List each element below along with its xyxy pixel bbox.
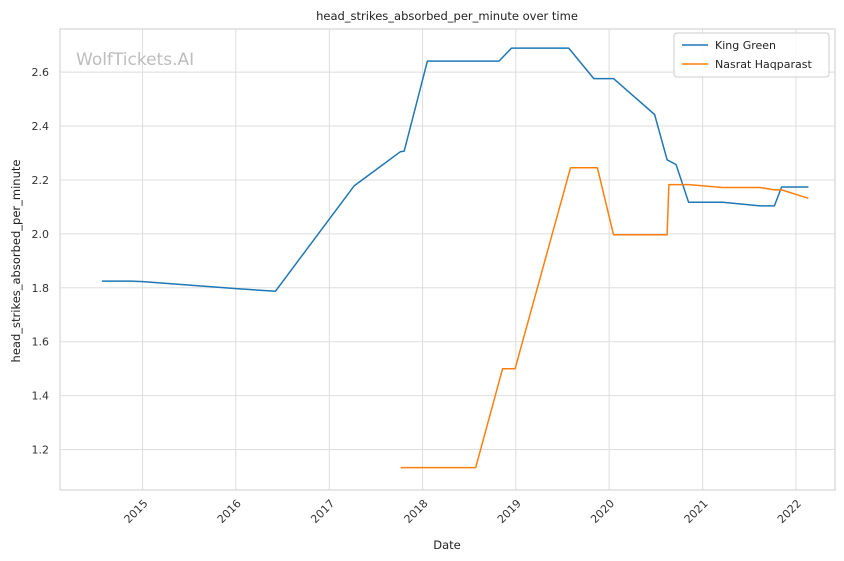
y-tick-label: 1.4 bbox=[32, 390, 50, 403]
x-tick-label: 2018 bbox=[402, 497, 431, 526]
y-axis-label: head_strikes_absorbed_per_minute bbox=[9, 160, 23, 363]
plot-area bbox=[59, 28, 836, 491]
legend-box bbox=[673, 32, 830, 78]
grid-lines bbox=[60, 29, 835, 490]
y-tick-label: 1.2 bbox=[32, 444, 50, 457]
series-line-nasrat-haqparast bbox=[400, 167, 809, 469]
x-tick-label: 2017 bbox=[308, 497, 337, 526]
y-tick-label: 2.4 bbox=[32, 120, 50, 133]
y-tick-label: 2.2 bbox=[32, 174, 50, 187]
x-tick-label: 2022 bbox=[775, 497, 804, 526]
legend-label-nasrat-haqparast: Nasrat Haqparast bbox=[715, 58, 812, 71]
x-tick-label: 2015 bbox=[122, 497, 151, 526]
plot-frame bbox=[59, 28, 836, 491]
y-tick-label: 2.0 bbox=[32, 228, 50, 241]
watermark-text: WolfTickets.AI bbox=[76, 50, 194, 70]
legend: King Green Nasrat Haqparast bbox=[673, 32, 830, 78]
x-tick-label: 2020 bbox=[588, 497, 617, 526]
series-line-king-green bbox=[101, 47, 809, 293]
chart-title: head_strikes_absorbed_per_minute over ti… bbox=[316, 9, 578, 23]
y-tick-label: 1.8 bbox=[32, 282, 50, 295]
x-tick-label: 2016 bbox=[215, 497, 244, 526]
y-tick-label: 1.6 bbox=[32, 336, 50, 349]
y-tick-label: 2.6 bbox=[32, 66, 50, 79]
x-tick-label: 2019 bbox=[495, 497, 524, 526]
legend-label-king-green: King Green bbox=[715, 39, 776, 52]
x-tick-label: 2021 bbox=[682, 497, 711, 526]
x-axis-label: Date bbox=[433, 538, 461, 552]
series-lines bbox=[101, 47, 809, 469]
